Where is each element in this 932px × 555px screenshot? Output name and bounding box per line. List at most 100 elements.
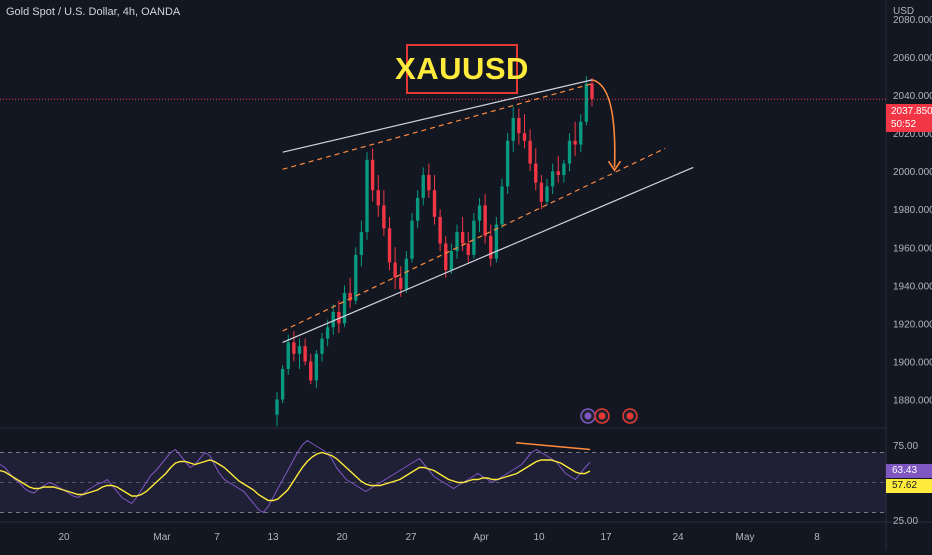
- candle-body: [303, 346, 307, 362]
- candle-body: [348, 292, 352, 301]
- time-axis-tick-label: 20: [58, 532, 70, 543]
- candle-body: [477, 205, 482, 221]
- rsi-line: [0, 439, 591, 514]
- price-axis-tick-label: 1900.000: [893, 357, 932, 368]
- candle-body: [320, 338, 324, 354]
- candle-body: [522, 133, 527, 141]
- candle-body: [444, 243, 448, 271]
- candle-body: [590, 83, 594, 99]
- price-axis-tick-label: 1920.000: [893, 319, 932, 330]
- price-axis-tick-label: 1960.000: [893, 243, 932, 254]
- candle-body: [556, 171, 560, 176]
- candle-body: [466, 243, 470, 255]
- time-axis-tick-label: 10: [533, 532, 545, 543]
- candle-body: [573, 140, 577, 145]
- time-axis-tick-label: 17: [600, 532, 612, 543]
- rsi-divergence-line: [515, 441, 591, 451]
- candle-body: [483, 205, 487, 236]
- chart-title-box: XAUUSD: [395, 44, 528, 94]
- channel-upper-trendline: [282, 79, 593, 153]
- candle-body: [286, 342, 290, 370]
- rsi-ma-value: 57.62: [892, 480, 918, 491]
- candle-body: [342, 292, 347, 324]
- price-axis-tick-label: 1980.000: [893, 205, 932, 216]
- candle-body: [421, 175, 425, 198]
- time-axis-tick-label: 27: [405, 532, 417, 543]
- candle-body: [404, 258, 409, 290]
- candle-body: [579, 121, 583, 145]
- projection-arrow-path: [591, 79, 616, 168]
- channel-lower-trendline: [282, 166, 694, 343]
- rsi-ma-line: [0, 451, 591, 502]
- candle-body: [325, 327, 330, 339]
- candle-body: [460, 232, 465, 244]
- candle-body: [275, 399, 279, 415]
- price-axis-tick-label: 2020.000: [893, 129, 932, 140]
- channel-upper-dashed-line: [282, 83, 593, 170]
- candle-body: [297, 346, 302, 354]
- chart-title: XAUUSD: [395, 51, 529, 86]
- candle-body: [314, 353, 319, 381]
- candle-body: [410, 220, 414, 259]
- rsi-value-badge: 63.43: [886, 464, 932, 478]
- us-flag-event-icon-dot: [598, 412, 606, 420]
- price-axis-tick-label: 2060.000: [893, 53, 932, 64]
- time-axis-tick-label: 7: [214, 532, 220, 543]
- candle-body: [584, 83, 589, 122]
- price-axis-tick-label: 2040.000: [893, 91, 932, 102]
- candle-body: [393, 262, 397, 278]
- candle-body: [432, 190, 437, 217]
- candle-body: [359, 232, 364, 255]
- us-flag-event-icon-dot: [626, 412, 634, 420]
- time-axis-tick-label: 13: [267, 532, 279, 543]
- candle-body: [494, 224, 499, 259]
- candle-body: [382, 205, 386, 229]
- us-flag-event-icon: [594, 408, 610, 424]
- candle-body: [550, 171, 555, 187]
- candle-body: [292, 342, 296, 354]
- time-axis-tick-label: 24: [672, 532, 684, 543]
- candle-body: [354, 254, 358, 301]
- candle-body: [331, 311, 335, 328]
- candle-body: [427, 175, 431, 191]
- time-axis-tick-label: 8: [814, 532, 820, 543]
- candle-body: [517, 117, 521, 134]
- rsi-axis-tick-label: 75.00: [893, 441, 918, 452]
- candle-body: [500, 186, 504, 225]
- rsi-axis-tick-label: 25.00: [893, 516, 918, 527]
- candle-body: [280, 369, 285, 400]
- candle-body: [399, 277, 403, 290]
- candle-body: [562, 163, 566, 176]
- candle-body: [337, 311, 341, 324]
- candle-body: [376, 190, 380, 206]
- price-axis-tick-label: 1880.000: [893, 395, 932, 406]
- channel-lower-dashed-line: [282, 147, 666, 332]
- candle-body: [365, 159, 369, 233]
- time-axis-tick-label: Mar: [153, 532, 171, 543]
- price-axis-tick-label: 2000.000: [893, 167, 932, 178]
- candle-body: [387, 228, 392, 263]
- candle-body: [438, 216, 442, 244]
- candle-body: [309, 361, 313, 381]
- bar-countdown: 50:52: [891, 119, 917, 130]
- current-price-badge: 2037.850 50:52: [886, 104, 932, 132]
- candle-body: [449, 251, 454, 271]
- projection-arrowhead: [607, 160, 622, 172]
- candle-body: [472, 220, 476, 255]
- symbol-header: Gold Spot / U.S. Dollar, 4h, OANDA: [6, 6, 181, 18]
- candle-body: [511, 117, 515, 141]
- candle-body: [539, 182, 544, 202]
- candle-body: [567, 140, 572, 164]
- candle-body: [489, 235, 493, 259]
- rsi-ma-value-badge: 57.62: [886, 479, 932, 493]
- candle-body: [528, 140, 532, 164]
- candle-body: [505, 140, 510, 187]
- lightning-icon: [580, 408, 596, 424]
- lightning-icon-dot: [584, 412, 592, 420]
- price-axis-tick-label: 1940.000: [893, 281, 932, 292]
- candle-body: [534, 163, 538, 183]
- candle-body: [415, 197, 420, 221]
- current-price: 2037.850: [891, 106, 932, 117]
